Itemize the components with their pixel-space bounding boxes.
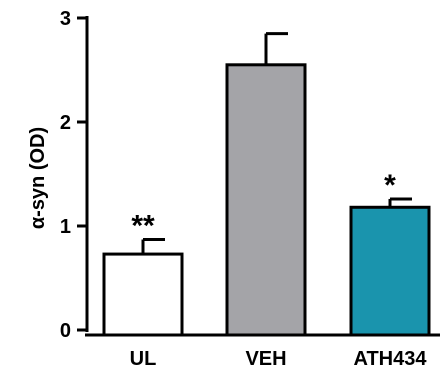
y-tick-label: 1 — [60, 216, 71, 238]
y-axis-title: α-syn (OD) — [27, 127, 49, 229]
y-tick-label: 3 — [60, 8, 71, 30]
y-tick-label: 0 — [60, 320, 71, 342]
y-axis: 0 1 2 3 — [60, 8, 89, 342]
x-tick-label-ath434: ATH434 — [354, 348, 428, 370]
y-tick-label: 2 — [60, 112, 71, 134]
bar-ath434 — [349, 205, 431, 337]
bar-ul — [102, 252, 184, 337]
x-tick-label-ul: UL — [130, 348, 157, 370]
significance-ath434: * — [384, 169, 396, 202]
bars — [102, 32, 431, 337]
significance-ul: ** — [131, 210, 155, 243]
labels: ** UL VEH * ATH434 — [130, 169, 428, 370]
x-tick-label-veh: VEH — [245, 348, 286, 370]
bar-veh — [225, 63, 307, 337]
